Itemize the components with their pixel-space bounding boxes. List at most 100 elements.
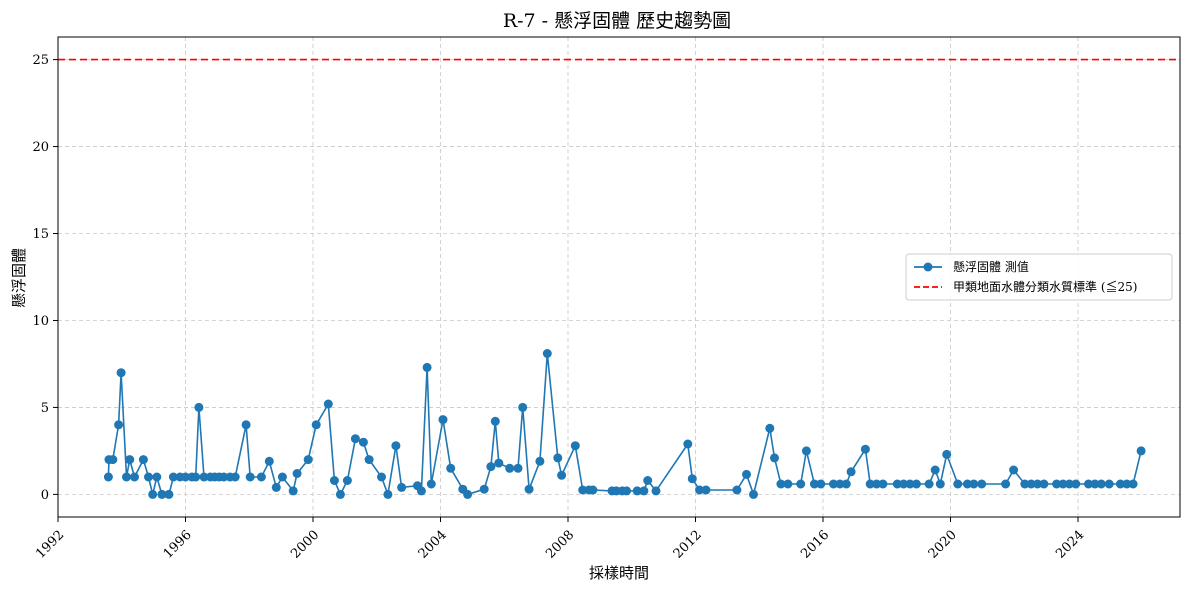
data-point [632,486,642,496]
data-point [416,486,426,496]
x-tick-label: 2008 [543,528,577,562]
legend-series-marker [923,262,933,272]
data-point [1115,479,1125,489]
y-axis-title: 懸浮固體 [10,248,28,308]
series-layer [103,349,1146,499]
data-point [364,455,374,465]
data-point [1039,479,1049,489]
x-tick-label: 2016 [798,528,832,562]
y-tick-label: 10 [32,314,49,329]
data-point [245,472,255,482]
data-point [241,420,251,430]
data-point [742,469,751,479]
data-point [892,479,902,489]
data-point [783,479,793,489]
data-point [639,486,649,496]
legend-box [905,253,1173,301]
data-point [905,479,915,489]
data-point [765,423,775,433]
data-point [199,472,209,482]
data-point [683,439,693,449]
y-tick-label: 25 [32,53,49,68]
data-point [138,455,148,465]
data-point [535,456,545,466]
data-point [1020,479,1030,489]
y-tick-label: 5 [41,401,49,416]
data-point [651,486,661,496]
data-point [1058,479,1068,489]
data-point [486,462,496,472]
data-point [835,479,845,489]
data-point [426,479,436,489]
data-point [1009,465,1019,475]
data-point [809,479,819,489]
data-point [288,486,298,496]
data-point [1128,479,1138,489]
data-point [1071,479,1081,489]
data-point [108,455,118,465]
data-point [578,485,588,495]
data-point [1052,479,1062,489]
data-point [878,479,888,489]
data-point [1064,479,1074,489]
data-point [494,458,504,468]
data-point [524,484,534,494]
y-tick-label: 0 [41,488,49,503]
data-point [1026,479,1036,489]
data-point [446,463,456,473]
data-point [144,472,153,482]
data-point [801,446,811,456]
data-point [114,420,124,430]
legend-series-label: 懸浮固體 測值 [953,259,1029,274]
data-point [264,456,274,466]
y-axis: 0 5 10 15 20 25 [32,53,58,503]
x-axis-title: 採樣時間 [589,564,649,582]
data-point [230,472,240,482]
x-tick-label: 1992 [33,528,67,562]
data-point [181,472,190,482]
data-point [505,463,515,473]
data-point [342,476,352,485]
x-tick-label: 2020 [926,528,960,562]
legend-threshold-label: 甲類地面水體分類水質標準 (≦25) [953,279,1137,294]
plot-frame [57,36,1181,518]
data-point [962,479,972,489]
data-point [732,485,742,495]
data-point [841,479,851,489]
data-point [924,479,934,489]
x-tick-label: 2012 [671,528,705,562]
data-point [350,434,360,444]
data-point [542,349,552,358]
data-point [557,470,567,480]
data-point [1136,446,1146,456]
data-point [1122,479,1132,489]
data-point [157,489,167,499]
data-point [796,479,806,489]
data-point [130,472,139,482]
data-point [292,469,302,478]
data-point [911,479,921,489]
data-point [953,479,963,489]
data-point [570,441,580,451]
data-point [122,472,131,482]
x-tick-label: 2024 [1053,528,1087,562]
data-point [391,441,401,451]
data-point [860,444,870,454]
data-point [899,479,909,489]
data-point [219,472,229,482]
data-point [1090,479,1100,489]
data-point [643,476,653,485]
data-point [335,489,345,499]
data-point [513,463,523,473]
data-point [969,479,979,489]
data-point [271,482,281,492]
data-point [1084,479,1093,489]
data-point [553,453,563,463]
data-point [148,489,158,499]
data-point [770,453,779,463]
data-point [829,479,838,489]
data-point [749,489,758,499]
data-point [323,399,333,409]
data-point [191,472,201,482]
chart-title: R-7 - 懸浮固體 歷史趨勢圖 [503,10,731,32]
